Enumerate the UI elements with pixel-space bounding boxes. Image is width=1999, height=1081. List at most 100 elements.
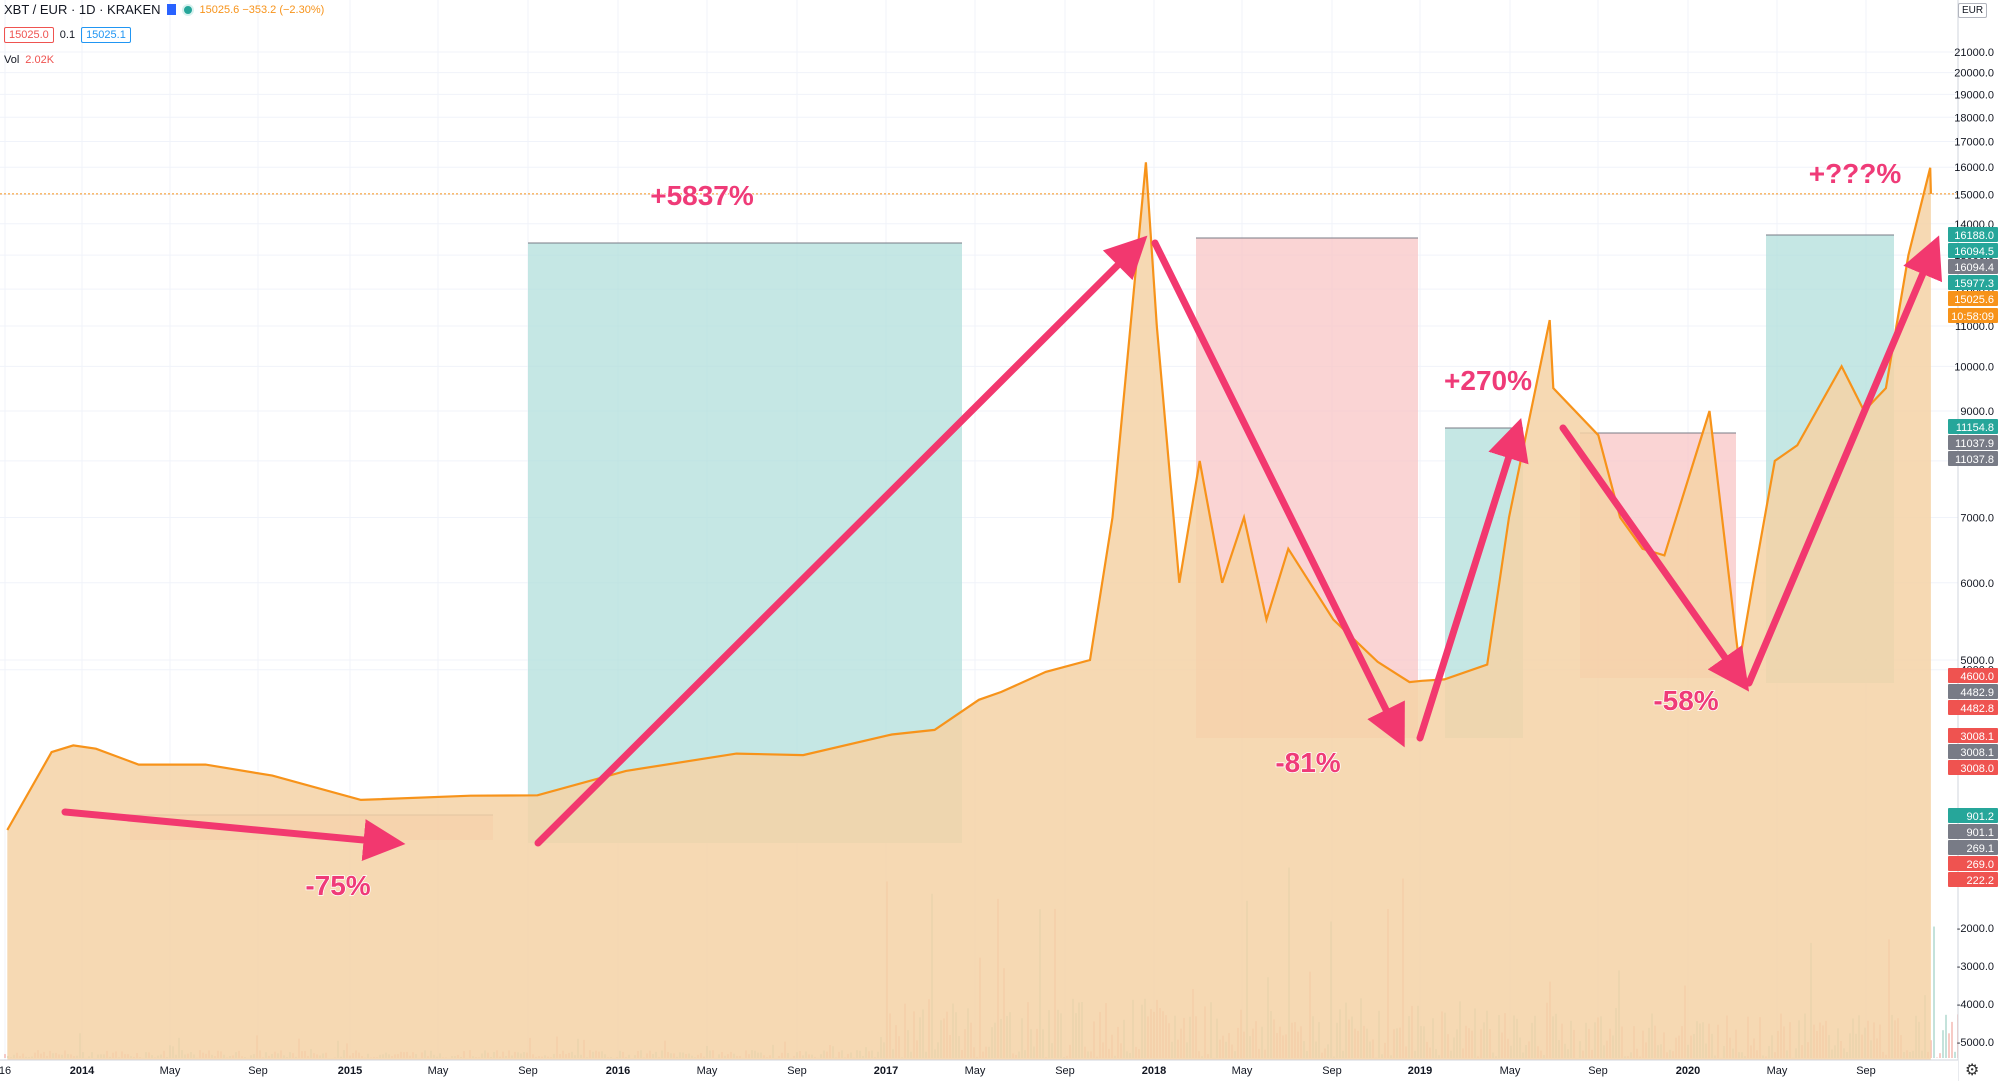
y-tick-label: 5000.0 bbox=[1960, 655, 1994, 667]
x-tick-label: 2020 bbox=[1676, 1065, 1700, 1077]
price-tag-label: 16094.4 bbox=[1954, 262, 1994, 274]
x-tick-label: Sep bbox=[787, 1065, 807, 1077]
x-axis-bg bbox=[0, 1060, 1958, 1081]
price-tag bbox=[1948, 243, 1998, 258]
bid-ask-row: 15025.0 0.1 15025.1 bbox=[4, 27, 131, 43]
price-tags: 16188.0 16094.5 16094.4 15977.3 15025.6 10:58… bbox=[1948, 227, 1998, 887]
symbol-title[interactable]: XBT / EUR · 1D · KRAKEN bbox=[4, 2, 161, 17]
volume-bar bbox=[1930, 1040, 1932, 1058]
price-tag bbox=[1948, 668, 1998, 683]
x-tick-label: Sep bbox=[1856, 1065, 1876, 1077]
market-status-icon bbox=[181, 3, 194, 16]
trend-arrow bbox=[61, 808, 406, 861]
y-axis-bg bbox=[1958, 0, 1999, 1081]
y-tick-label: 16000.0 bbox=[1954, 162, 1994, 174]
volume-bar bbox=[1933, 926, 1935, 1058]
x-tick-label: 2014 bbox=[70, 1065, 95, 1077]
spread-value: 0.1 bbox=[59, 29, 76, 41]
price-tag-label: 11154.8 bbox=[1956, 422, 1994, 434]
price-tag-label: 4482.9 bbox=[1960, 687, 1994, 699]
x-tick-label: 16 bbox=[0, 1065, 11, 1077]
price-tag bbox=[1948, 700, 1998, 715]
x-tick-label: May bbox=[1767, 1065, 1788, 1077]
price-tag bbox=[1948, 227, 1998, 242]
price-tag bbox=[1948, 760, 1998, 775]
trend-arrow bbox=[534, 235, 1148, 847]
volume-value: 2.02K bbox=[25, 54, 55, 66]
y-tick-label: 10000.0 bbox=[1954, 361, 1994, 373]
price-tag bbox=[1948, 808, 1998, 823]
annotation-label: +5837% bbox=[650, 180, 754, 211]
y-tick-label-volume: -2000.0 bbox=[1957, 923, 1994, 935]
price-tag-label: 269.0 bbox=[1966, 859, 1994, 871]
x-tick-label: 2019 bbox=[1408, 1065, 1432, 1077]
trend-arrow bbox=[1559, 424, 1750, 692]
price-tag bbox=[1948, 451, 1998, 466]
chart-header: XBT / EUR · 1D · KRAKEN 15025.6 −353.2 (… bbox=[4, 2, 324, 17]
y-tick-label: 7000.0 bbox=[1960, 512, 1994, 524]
y-tick-label: 15000.0 bbox=[1954, 190, 1994, 202]
price-tag-label: 269.1 bbox=[1966, 843, 1994, 855]
price-tag bbox=[1948, 419, 1998, 434]
price-tag bbox=[1948, 435, 1998, 450]
currency-badge[interactable]: EUR bbox=[1958, 3, 1988, 18]
bid-button[interactable]: 15025.0 bbox=[4, 27, 54, 43]
x-tick-label: May bbox=[160, 1065, 181, 1077]
x-tick-label: 2015 bbox=[338, 1065, 362, 1077]
volume-bar bbox=[1945, 1014, 1947, 1058]
volume-label: Vol bbox=[4, 54, 20, 66]
price-tag bbox=[1948, 856, 1998, 871]
ohlc-values: 15025.6 −353.2 (−2.30%) bbox=[199, 3, 325, 16]
y-tick-label: 18000.0 bbox=[1954, 112, 1994, 124]
y-tick-label-volume: -3000.0 bbox=[1957, 961, 1994, 973]
volume-bar bbox=[1939, 1053, 1941, 1058]
volume-bar bbox=[1942, 1030, 1944, 1058]
price-tag-label: 222.2 bbox=[1966, 875, 1994, 887]
price-tag-label: 16094.5 bbox=[1954, 246, 1994, 258]
x-tick-label: May bbox=[1232, 1065, 1253, 1077]
price-tag-label: 10:58:09 bbox=[1951, 311, 1994, 323]
price-tag bbox=[1948, 824, 1998, 839]
annotation-label: -58% bbox=[1653, 685, 1718, 716]
flag-icon bbox=[166, 4, 176, 15]
y-tick-label: 21000.0 bbox=[1954, 47, 1994, 59]
gear-icon[interactable]: ⚙ bbox=[1965, 1062, 1980, 1079]
price-tag-label: 901.1 bbox=[1966, 827, 1994, 839]
y-axis[interactable]: 21000.0 20000.0 19000.0 18000.0 17000.0 16000… bbox=[1954, 0, 1999, 1081]
trend-arrow bbox=[1151, 239, 1405, 748]
volume-bar bbox=[1954, 1051, 1956, 1058]
percent-annotations: -75% +5837% -81% +270% -58% +???% bbox=[305, 157, 1903, 902]
trend-arrow bbox=[1745, 235, 1943, 687]
price-tag-label: 4600.0 bbox=[1960, 671, 1994, 683]
price-tag bbox=[1948, 744, 1998, 759]
price-tag-label: 4482.8 bbox=[1960, 703, 1994, 715]
annotation-label: -81% bbox=[1275, 747, 1340, 778]
price-tag-label: 11037.9 bbox=[1955, 438, 1994, 450]
volume-legend: Vol 2.02K bbox=[4, 54, 54, 66]
price-tag-label: 16188.0 bbox=[1954, 230, 1994, 242]
volume-bar bbox=[1951, 1021, 1953, 1058]
x-tick-label: May bbox=[697, 1065, 718, 1077]
y-tick-label: 9000.0 bbox=[1960, 406, 1994, 418]
price-tag bbox=[1948, 259, 1998, 274]
price-tag-label: 3008.1 bbox=[1960, 731, 1994, 743]
trend-arrow bbox=[1416, 417, 1529, 742]
annotation-label: +270% bbox=[1444, 365, 1532, 396]
ask-button[interactable]: 15025.1 bbox=[81, 27, 131, 43]
x-tick-label: Sep bbox=[518, 1065, 538, 1077]
x-tick-label: May bbox=[1500, 1065, 1521, 1077]
volume-bar bbox=[4, 1054, 6, 1058]
price-tag bbox=[1948, 275, 1998, 290]
price-tag-label: 15977.3 bbox=[1954, 278, 1994, 290]
x-tick-label: 2018 bbox=[1142, 1065, 1166, 1077]
x-tick-label: Sep bbox=[1322, 1065, 1342, 1077]
y-tick-label: 17000.0 bbox=[1954, 137, 1994, 149]
price-tag-label: 11037.8 bbox=[1955, 454, 1994, 466]
x-tick-label: Sep bbox=[1055, 1065, 1075, 1077]
y-tick-label-volume: -4000.0 bbox=[1957, 999, 1994, 1011]
y-tick-label: 6000.0 bbox=[1960, 578, 1994, 590]
trend-arrows bbox=[61, 235, 1943, 861]
x-axis[interactable]: 16 2014 May Sep 2015 May Sep 2016 May Sep 2017 May S… bbox=[0, 1059, 1958, 1081]
price-area bbox=[7, 162, 1931, 1061]
